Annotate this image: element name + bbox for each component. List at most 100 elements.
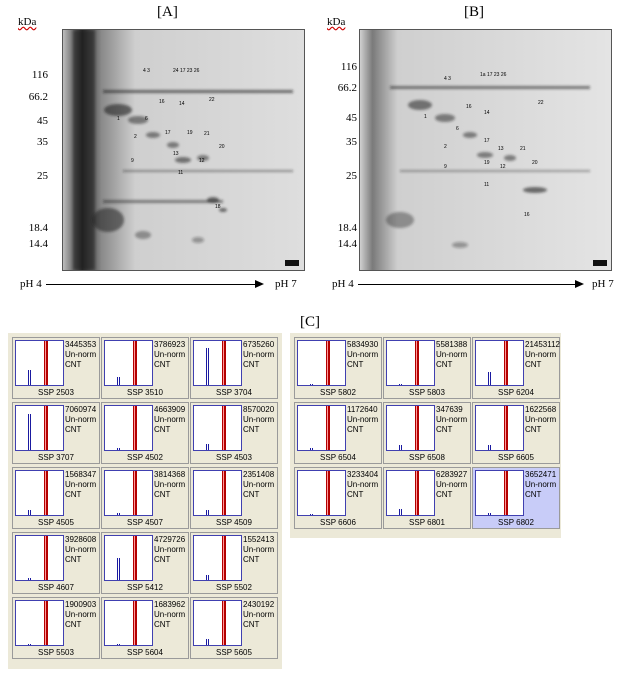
spot-card[interactable]: 1900903 Un-norm CNT SSP 5503 <box>12 597 100 659</box>
treated-intensity-bar <box>44 601 48 645</box>
svg-text:6: 6 <box>145 116 148 122</box>
intensity-plot <box>15 600 64 646</box>
treated-intensity-bar <box>326 471 330 515</box>
treated-intensity-bar <box>133 601 137 645</box>
spot-card[interactable]: 7060974 Un-norm CNT SSP 3707 <box>12 402 100 464</box>
spot-values: 5581388 Un-norm CNT <box>436 340 467 370</box>
control-intensity-bar <box>488 372 492 385</box>
spot-line3: CNT <box>154 620 171 629</box>
spot-ssp-caption: SSP 6802 <box>498 518 534 527</box>
spot-line2: Un-norm <box>347 480 379 489</box>
spot-card[interactable]: 1568347 Un-norm CNT SSP 4505 <box>12 467 100 529</box>
spot-ssp-caption: SSP 4607 <box>38 583 74 592</box>
spot-line2: Un-norm <box>154 545 186 554</box>
mw-marker: 45 <box>37 115 48 127</box>
spot-line2: Un-norm <box>436 350 468 359</box>
intensity-plot <box>193 340 242 386</box>
control-intensity-bar <box>206 510 210 515</box>
control-intensity-bar <box>28 510 32 515</box>
spot-line3: CNT <box>154 490 171 499</box>
intensity-plot <box>475 405 524 451</box>
spot-card[interactable]: 5581388 Un-norm CNT SSP 5803 <box>383 337 471 399</box>
spot-value: 3445353 <box>65 340 97 349</box>
spot-card[interactable]: 1552413 Un-norm CNT SSP 5502 <box>190 532 278 594</box>
spot-card[interactable]: 8570020 Un-norm CNT SSP 4503 <box>190 402 278 464</box>
svg-text:11: 11 <box>178 170 183 176</box>
control-intensity-bar <box>28 578 32 580</box>
spot-card[interactable]: 3233404 Un-norm CNT SSP 6606 <box>294 467 382 529</box>
spot-value: 6283927 <box>436 470 468 479</box>
spot-line3: CNT <box>154 360 171 369</box>
spot-card[interactable]: 2430192 Un-norm CNT SSP 5605 <box>190 597 278 659</box>
control-intensity-bar <box>399 384 403 385</box>
spot-card[interactable]: 5834930 Un-norm CNT SSP 5802 <box>294 337 382 399</box>
spot-ssp-caption: SSP 6606 <box>320 518 356 527</box>
control-intensity-bar <box>28 370 32 385</box>
control-intensity-bar <box>206 575 210 580</box>
intensity-plot <box>193 600 242 646</box>
svg-text:9: 9 <box>131 158 134 164</box>
treated-intensity-bar <box>44 471 48 515</box>
spot-card[interactable]: 347639 Un-norm CNT SSP 6508 <box>383 402 471 464</box>
spot-card[interactable]: 1622568 Un-norm CNT SSP 6605 <box>472 402 560 464</box>
spot-values: 5834930 Un-norm CNT <box>347 340 378 370</box>
spot-line3: CNT <box>65 360 82 369</box>
mw-marker: 18.4 <box>28 222 48 234</box>
treated-intensity-bar <box>504 341 508 385</box>
treated-intensity-bar <box>133 536 137 580</box>
intensity-plot <box>15 470 64 516</box>
treated-intensity-bar <box>133 471 137 515</box>
spot-line3: CNT <box>525 360 542 369</box>
intensity-plot <box>104 470 153 516</box>
spot-card[interactable]: 3445353 Un-norm CNT SSP 2503 <box>12 337 100 399</box>
spot-value: 8570020 <box>243 405 275 414</box>
spot-ssp-caption: SSP 5503 <box>38 648 74 657</box>
intensity-plot <box>386 340 435 386</box>
spot-line3: CNT <box>436 490 453 499</box>
spot-card[interactable]: 3652471 Un-norm CNT SSP 6802 <box>472 467 560 529</box>
spot-card[interactable]: 2351408 Un-norm CNT SSP 4509 <box>190 467 278 529</box>
spot-values: 347639 Un-norm CNT <box>436 405 467 435</box>
spot-values: 21453112 Un-norm CNT <box>525 340 560 370</box>
spot-card[interactable]: 1683962 Un-norm CNT SSP 5604 <box>101 597 189 659</box>
spot-card[interactable]: 6735260 Un-norm CNT SSP 3704 <box>190 337 278 399</box>
spot-line2: Un-norm <box>154 415 186 424</box>
spot-card[interactable]: 4729726 Un-norm CNT SSP 5412 <box>101 532 189 594</box>
spot-value: 3928608 <box>65 535 97 544</box>
mw-marker: 25 <box>346 170 357 182</box>
spot-card[interactable]: 6283927 Un-norm CNT SSP 6801 <box>383 467 471 529</box>
spot-card[interactable]: 3928608 Un-norm CNT SSP 4607 <box>12 532 100 594</box>
spot-ssp-caption: SSP 2503 <box>38 388 74 397</box>
spot-card[interactable]: 3814368 Un-norm CNT SSP 4507 <box>101 467 189 529</box>
mw-marker: 66.2 <box>337 82 357 94</box>
spot-values: 3652471 Un-norm CNT <box>525 470 556 500</box>
spot-ssp-caption: SSP 5412 <box>127 583 163 592</box>
gel-image-a: 4 3 24 17 23 26 16 14 22 6 1 17 19 21 20 2 13 12 … <box>62 29 305 271</box>
spot-line3: CNT <box>243 555 260 564</box>
spot-line2: Un-norm <box>347 350 379 359</box>
control-intensity-bar <box>117 513 121 515</box>
spot-values: 3786923 Un-norm CNT <box>154 340 185 370</box>
mw-marker: 116 <box>340 61 357 73</box>
control-intensity-bar <box>117 644 121 645</box>
spot-value: 5581388 <box>436 340 468 349</box>
treated-intensity-bar <box>133 406 137 450</box>
spot-card[interactable]: 3786923 Un-norm CNT SSP 3510 <box>101 337 189 399</box>
spot-value: 2351408 <box>243 470 275 479</box>
spot-grid-right: 5834930 Un-norm CNT SSP 5802 5581388 Un-norm C… <box>290 333 561 538</box>
panel-a-label: [A] <box>157 4 178 20</box>
spot-line3: CNT <box>65 425 82 434</box>
spot-card[interactable]: 4663909 Un-norm CNT SSP 4502 <box>101 402 189 464</box>
spot-line3: CNT <box>65 490 82 499</box>
mw-marker: 14.4 <box>337 238 357 250</box>
spot-values: 1900903 Un-norm CNT <box>65 600 96 630</box>
spot-card[interactable]: 21453112 Un-norm CNT SSP 6204 <box>472 337 560 399</box>
spot-values: 7060974 Un-norm CNT <box>65 405 96 435</box>
svg-text:21: 21 <box>204 131 210 137</box>
spot-line3: CNT <box>154 425 171 434</box>
spot-line2: Un-norm <box>65 415 97 424</box>
treated-intensity-bar <box>504 406 508 450</box>
spot-value: 2430192 <box>243 600 275 609</box>
spot-card[interactable]: 1172640 Un-norm CNT SSP 6504 <box>294 402 382 464</box>
